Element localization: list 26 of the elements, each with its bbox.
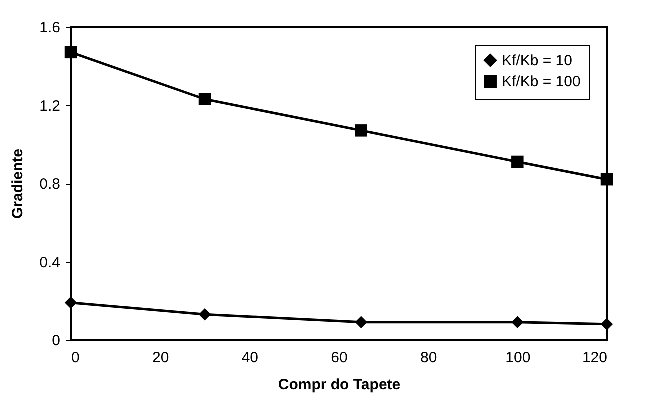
x-tick-label: 40 — [242, 350, 259, 366]
point — [512, 316, 524, 329]
point — [64, 46, 78, 59]
point — [198, 93, 212, 106]
x-tick-label: 100 — [506, 350, 531, 366]
point — [600, 173, 614, 186]
y-tick-label: 0 — [52, 332, 60, 350]
point — [512, 156, 524, 168]
point — [198, 308, 212, 321]
y-axis-title: Gradiente — [10, 148, 27, 220]
legend-label: Kf/Kb = 100 — [502, 74, 581, 90]
y-tick-label: 1.2 — [40, 98, 60, 115]
point — [600, 318, 614, 330]
x-tick-label: 0 — [72, 350, 80, 366]
y-tick-label: 1.6 — [40, 20, 60, 36]
point — [355, 316, 368, 329]
y-tick-label: 0.4 — [40, 254, 60, 272]
y-tick-label: 0.8 — [40, 176, 60, 193]
x-tick-label: 120 — [582, 350, 608, 366]
point — [64, 296, 78, 309]
x-tick-label: 80 — [420, 350, 438, 366]
legend-label: Kf/Kb = 10 — [502, 52, 572, 70]
x-tick-label: 20 — [152, 350, 170, 366]
x-tick-label: 60 — [331, 350, 348, 366]
x-axis-title: Compr do Tapete — [278, 376, 401, 394]
point — [355, 124, 368, 137]
